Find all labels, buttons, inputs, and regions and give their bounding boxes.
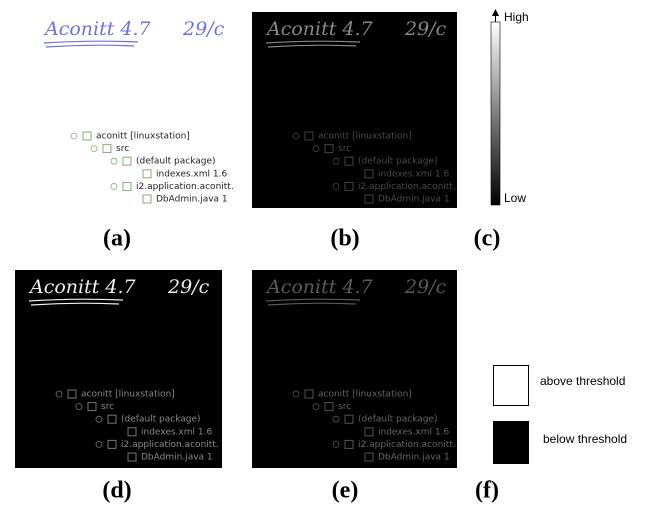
note-title: Aconitt 4.7 — [28, 276, 137, 298]
image-panel: Aconitt 4.7 29/c aconitt [linuxstation] src… — [252, 270, 457, 468]
panel-label: (f) — [475, 478, 499, 504]
tree-item: aconitt [linuxstation] — [318, 390, 412, 400]
colorbar-low: Low — [504, 191, 526, 205]
tree-item: src — [338, 402, 351, 412]
note-date: 29/c — [167, 276, 210, 298]
panel-label: (a) — [103, 226, 131, 252]
tree-item: indexes.xml 1.6 — [378, 427, 449, 437]
tree-item: (default package) — [121, 415, 201, 425]
tree-item: (default package) — [358, 415, 438, 425]
panel-label: (d) — [102, 478, 131, 504]
image-panel: Aconitt 4.7 29/c aconitt [linuxstation] src… — [252, 12, 457, 208]
figure: High Low above threshold below threshold… — [0, 0, 646, 509]
legend-above: above threshold — [540, 374, 625, 388]
panel-label: (b) — [330, 226, 359, 252]
colorbar-high: High — [504, 10, 529, 24]
image-panel: Aconitt 4.7 29/c aconitt [linuxstation] src… — [30, 12, 234, 208]
tree-item: src — [338, 144, 351, 154]
colorbar — [491, 22, 500, 205]
image-panel: Aconitt 4.7 29/c aconitt [linuxstation] src… — [15, 270, 222, 468]
tree-item: i2.application.aconitt. — [358, 440, 456, 450]
tree-item: aconitt [linuxstation] — [96, 132, 190, 142]
note-title: Aconitt 4.7 — [43, 18, 152, 40]
note-title: Aconitt 4.7 — [265, 276, 374, 298]
tree-item: aconitt [linuxstation] — [318, 132, 412, 142]
tree-item: indexes.xml 1.6 — [156, 169, 227, 179]
tree-item: DbAdmin.java 1 — [378, 195, 450, 205]
tree-item: i2.application.aconitt. — [121, 440, 219, 450]
tree-item: (default package) — [358, 157, 438, 167]
panel-label: (c) — [474, 226, 501, 252]
arrow-head — [492, 9, 499, 16]
legend-above-swatch — [494, 366, 529, 406]
tree-item: src — [116, 144, 129, 154]
tree-item: (default package) — [136, 157, 216, 167]
legend-below: below threshold — [543, 432, 627, 446]
tree-item: aconitt [linuxstation] — [81, 390, 175, 400]
panel-label: (e) — [332, 478, 359, 504]
tree-item: i2.application.aconitt. — [136, 182, 234, 192]
tree-item: DbAdmin.java 1 — [156, 195, 228, 205]
tree-item: DbAdmin.java 1 — [378, 453, 450, 463]
tree-item: DbAdmin.java 1 — [141, 453, 213, 463]
note-date: 29/c — [404, 18, 447, 40]
tree-item: indexes.xml 1.6 — [141, 427, 212, 437]
note-date: 29/c — [182, 18, 225, 40]
note-title: Aconitt 4.7 — [265, 18, 374, 40]
tree-item: src — [101, 402, 114, 412]
note-date: 29/c — [404, 276, 447, 298]
legend-below-swatch — [493, 421, 529, 464]
tree-item: indexes.xml 1.6 — [378, 169, 449, 179]
tree-item: i2.application.aconitt. — [358, 182, 456, 192]
